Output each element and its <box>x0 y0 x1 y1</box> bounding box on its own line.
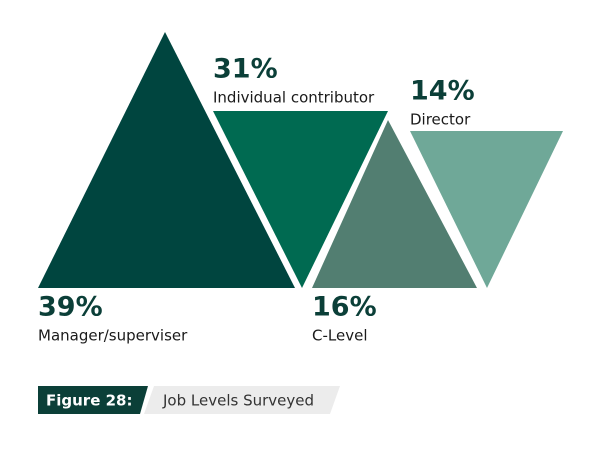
value-label: 14% <box>410 76 475 107</box>
triangle <box>38 32 295 288</box>
caption: Job Levels Surveyed <box>162 392 314 410</box>
caption-box <box>144 386 340 414</box>
triangle <box>410 131 563 288</box>
category-label: Individual contributor <box>213 89 375 107</box>
value-label: 16% <box>312 292 377 323</box>
category-label: C-Level <box>312 327 367 345</box>
category-label: Manager/superviser <box>38 327 188 345</box>
category-label: Director <box>410 111 471 129</box>
value-label: 39% <box>38 292 103 323</box>
triangle <box>213 111 388 288</box>
triangle <box>312 120 477 288</box>
figure-label: Figure 28: <box>46 392 132 410</box>
figure-tag <box>38 386 148 414</box>
value-label: 31% <box>213 54 278 85</box>
